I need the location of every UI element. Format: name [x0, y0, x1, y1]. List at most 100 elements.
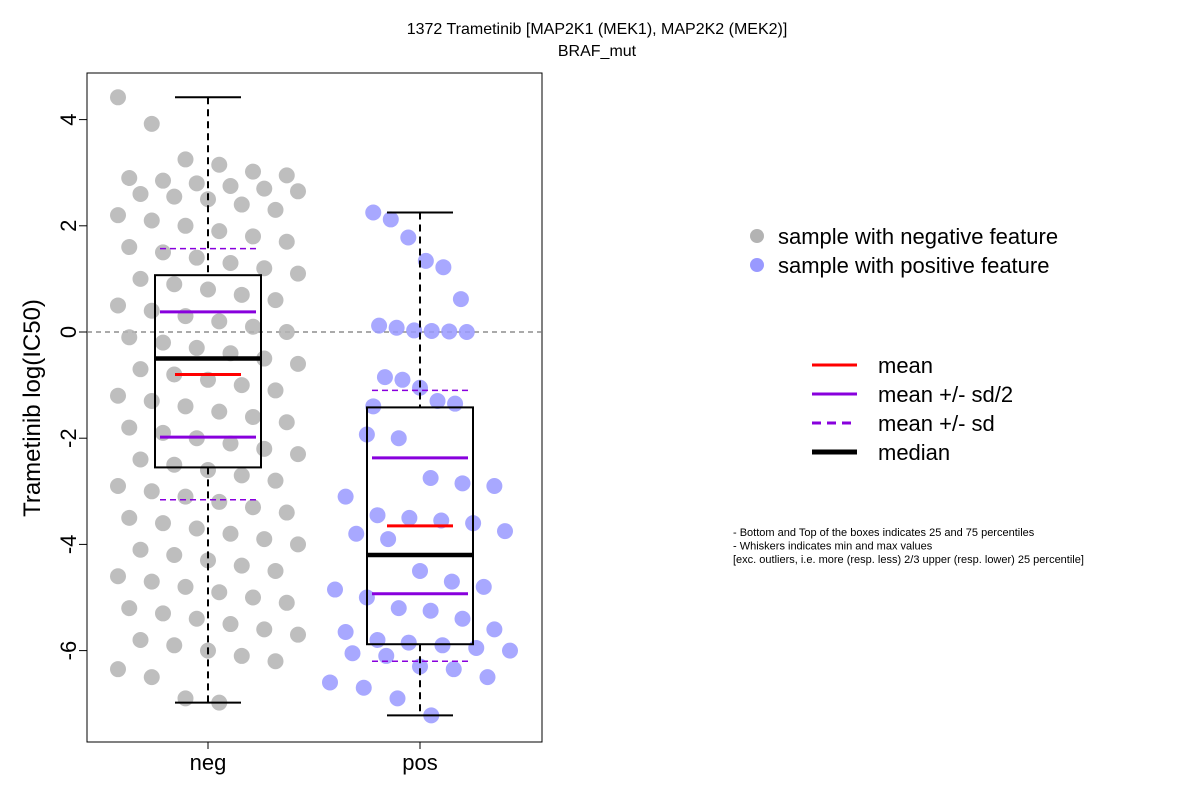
data-point-neg [233, 377, 250, 394]
chart-subtitle: BRAF_mut [558, 43, 637, 60]
data-point-neg [222, 616, 239, 633]
data-point-pos [429, 393, 446, 410]
y-tick-label: 2 [56, 220, 81, 232]
data-point-pos [417, 252, 434, 269]
data-point-neg [166, 276, 183, 293]
data-point-neg [121, 170, 138, 187]
legend-point-marker [750, 229, 764, 243]
data-point-pos [434, 637, 451, 654]
data-point-neg [278, 233, 295, 250]
x-tick-label: pos [402, 750, 437, 775]
data-point-neg [188, 610, 205, 627]
data-point-pos [497, 523, 513, 540]
data-point-neg [166, 547, 183, 564]
data-point-neg [110, 477, 126, 494]
data-point-neg [166, 637, 183, 654]
data-point-neg [121, 239, 138, 256]
iqr-box [154, 274, 262, 469]
x-tick-label: neg [190, 750, 227, 775]
data-point-pos [486, 477, 503, 494]
data-point-pos [412, 379, 428, 396]
data-point-pos [458, 324, 475, 340]
data-point-neg [132, 185, 149, 202]
data-point-pos [445, 661, 462, 678]
data-point-pos [468, 639, 485, 656]
data-point-neg [290, 183, 306, 200]
data-point-neg [188, 175, 205, 192]
data-point-neg [143, 115, 160, 132]
data-point-neg [245, 228, 261, 245]
data-point-neg [267, 292, 284, 309]
data-point-pos [322, 674, 338, 691]
data-point-pos [441, 323, 458, 340]
data-point-neg [121, 509, 138, 526]
data-point-neg [222, 435, 239, 452]
data-point-pos [454, 610, 471, 627]
y-tick-label: -2 [56, 428, 81, 448]
data-point-neg [143, 573, 160, 590]
data-point-pos [371, 317, 388, 334]
data-point-neg [166, 456, 183, 473]
data-point-pos [344, 645, 361, 662]
data-point-pos [486, 621, 503, 638]
data-point-neg [290, 626, 306, 643]
data-point-neg [245, 163, 261, 180]
data-point-neg [267, 382, 284, 399]
data-point-neg [290, 355, 306, 372]
data-point-neg [233, 557, 250, 574]
data-point-neg [222, 177, 239, 194]
data-point-neg [211, 403, 228, 420]
data-point-pos [400, 634, 417, 651]
data-point-pos [380, 531, 397, 548]
data-point-neg [132, 541, 149, 558]
data-point-neg [155, 515, 171, 532]
data-point-pos [401, 509, 418, 526]
data-point-neg [110, 568, 126, 585]
data-point-pos [389, 690, 406, 707]
data-point-neg [256, 180, 273, 197]
data-point-neg [143, 483, 160, 500]
data-point-neg [132, 451, 149, 468]
data-point-neg [110, 297, 126, 314]
y-tick-label: 0 [56, 326, 81, 338]
data-point-pos [327, 581, 343, 598]
data-point-neg [256, 440, 273, 457]
legend-line-label: mean +/- sd/2 [878, 382, 1013, 407]
data-point-pos [376, 369, 393, 386]
y-tick-label: 4 [56, 113, 81, 125]
data-point-pos [355, 679, 372, 696]
iqr-box [366, 406, 474, 646]
data-point-neg [200, 552, 216, 569]
data-point-pos [394, 371, 411, 388]
data-point-neg [110, 89, 126, 106]
data-point-neg [211, 223, 228, 240]
data-point-neg [222, 254, 239, 271]
data-point-neg [121, 419, 138, 436]
legend-line-label: mean +/- sd [878, 411, 995, 436]
data-point-neg [278, 504, 295, 521]
data-point-neg [155, 172, 171, 189]
data-point-pos [443, 573, 460, 590]
data-point-neg [177, 398, 194, 415]
data-point-neg [188, 339, 205, 356]
legend-point-label: sample with positive feature [778, 253, 1049, 278]
legend-point-marker [750, 258, 764, 272]
legend-point-label: sample with negative feature [778, 224, 1058, 249]
data-point-neg [177, 488, 194, 505]
data-point-neg [188, 249, 205, 266]
data-point-neg [245, 589, 261, 606]
data-point-neg [256, 531, 273, 548]
data-point-neg [233, 647, 250, 664]
data-point-pos [475, 578, 492, 595]
data-point-neg [245, 499, 261, 516]
data-point-neg [211, 156, 228, 173]
data-point-pos [378, 647, 395, 664]
data-point-neg [256, 260, 273, 277]
data-point-pos [388, 319, 405, 336]
data-point-pos [337, 624, 354, 641]
y-tick-label: -4 [56, 535, 81, 555]
data-point-pos [365, 204, 382, 221]
data-point-pos [369, 507, 386, 524]
data-point-neg [155, 605, 171, 622]
